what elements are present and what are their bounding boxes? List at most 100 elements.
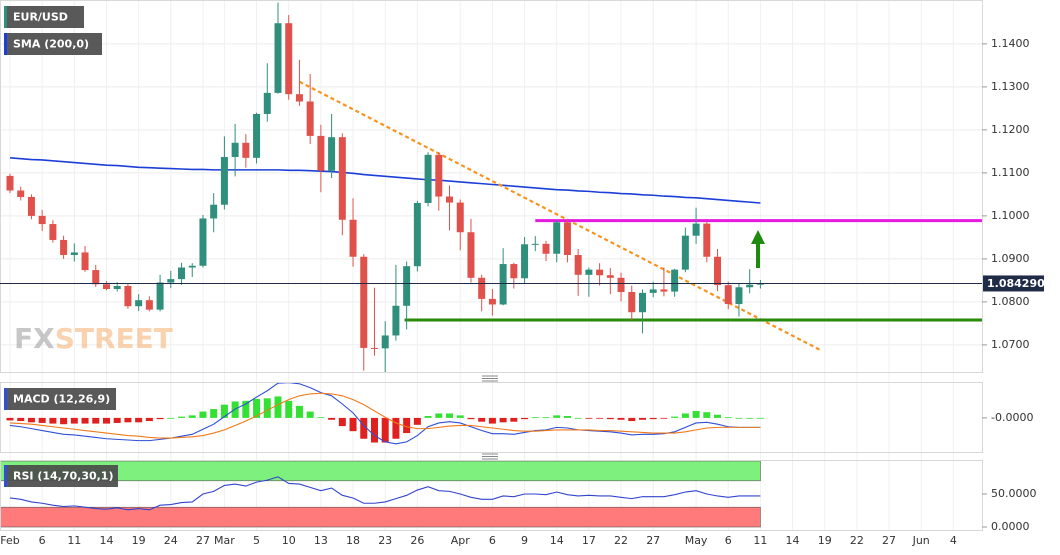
x-tick-label: 24 bbox=[164, 534, 178, 547]
x-tick-label: 22 bbox=[614, 534, 628, 547]
candle-body bbox=[360, 256, 368, 348]
histogram-bar bbox=[488, 417, 496, 424]
histogram-bar bbox=[145, 417, 153, 422]
x-tick-label: 5 bbox=[253, 534, 260, 547]
histogram-bar bbox=[628, 417, 636, 422]
y-tick-label: 1.1200 bbox=[991, 123, 1030, 136]
candle-body bbox=[649, 289, 657, 293]
x-tick-label: 13 bbox=[314, 534, 328, 547]
candle-body bbox=[531, 243, 539, 245]
candle-body bbox=[681, 235, 689, 270]
rsi-pane-border bbox=[0, 460, 983, 531]
x-tick-label: 14 bbox=[99, 534, 113, 547]
x-tick-label: Jun bbox=[912, 534, 930, 547]
histogram-bar bbox=[617, 417, 625, 420]
candle-body bbox=[49, 224, 57, 240]
histogram-bar bbox=[167, 417, 175, 419]
x-tick-label: 14 bbox=[786, 534, 800, 547]
candle-body bbox=[403, 266, 411, 306]
histogram-bar bbox=[574, 417, 582, 419]
histogram-bar bbox=[521, 417, 529, 420]
candle-body bbox=[435, 154, 443, 197]
histogram-bar bbox=[381, 417, 389, 443]
y-tick-label: 1.0800 bbox=[991, 295, 1030, 308]
candle-body bbox=[242, 142, 250, 158]
candle-body bbox=[253, 113, 261, 158]
sma-tag-box bbox=[4, 33, 102, 55]
symbol-tag-box bbox=[4, 6, 84, 28]
x-tick-label: 10 bbox=[282, 534, 296, 547]
histogram-bar bbox=[124, 417, 132, 423]
histogram-bar bbox=[692, 410, 700, 418]
x-tick-label: 19 bbox=[818, 534, 832, 547]
candle-body bbox=[488, 298, 496, 305]
x-tick-label: 6 bbox=[39, 534, 46, 547]
histogram-bar bbox=[70, 417, 78, 424]
histogram-bar bbox=[210, 409, 218, 418]
candle-body bbox=[135, 300, 143, 307]
candle-body bbox=[231, 142, 239, 157]
histogram-bar bbox=[113, 417, 121, 423]
histogram-bar bbox=[295, 405, 303, 418]
candle-body bbox=[628, 292, 636, 313]
up-arrow bbox=[751, 230, 765, 268]
histogram-bar bbox=[49, 417, 57, 424]
candle-body bbox=[210, 204, 218, 219]
candle-body bbox=[542, 243, 550, 254]
x-tick-label: 17 bbox=[582, 534, 596, 547]
watermark-part: STREET bbox=[55, 322, 173, 355]
histogram-bar bbox=[649, 417, 657, 420]
candle-body bbox=[381, 335, 389, 349]
histogram-bar bbox=[392, 417, 400, 439]
histogram-bar bbox=[349, 417, 357, 432]
histogram-bar bbox=[435, 413, 443, 418]
candle-body bbox=[724, 285, 732, 305]
candle-body bbox=[274, 23, 282, 93]
candle-body bbox=[456, 202, 464, 233]
histogram-bar bbox=[60, 417, 68, 425]
candle-body bbox=[735, 287, 743, 305]
y-tick-label: 1.0900 bbox=[991, 252, 1030, 265]
candle-body bbox=[446, 196, 454, 203]
histogram-bar bbox=[499, 417, 507, 423]
x-tick-label: May bbox=[685, 534, 708, 547]
x-tick-label: 18 bbox=[346, 534, 360, 547]
x-tick-label: 27 bbox=[882, 534, 896, 547]
candle-body bbox=[756, 283, 764, 285]
rsi-tag-label: RSI (14,70,30,1) bbox=[13, 470, 113, 483]
macd-tag-box bbox=[4, 388, 116, 410]
candle-body bbox=[606, 275, 614, 278]
x-tick-label: 6 bbox=[489, 534, 496, 547]
sma-line bbox=[9, 157, 761, 204]
candle-body bbox=[370, 347, 378, 349]
histogram-bar bbox=[317, 417, 325, 419]
histogram-bar bbox=[703, 412, 711, 418]
histogram-bar bbox=[370, 417, 378, 443]
x-tick-label: Mar bbox=[214, 534, 235, 547]
histogram-bar bbox=[188, 415, 196, 418]
candle-body bbox=[563, 222, 571, 256]
watermark: FXSTREET bbox=[14, 322, 173, 355]
histogram-bar bbox=[242, 400, 250, 418]
candle-body bbox=[102, 284, 110, 289]
histogram-bar bbox=[756, 417, 764, 419]
candle-body bbox=[596, 269, 604, 276]
histogram-bar bbox=[199, 411, 207, 418]
sma-tag-strip bbox=[4, 33, 7, 55]
candle-body bbox=[199, 218, 207, 266]
overlay-layer: Feb 6 11 14 19 24 27 Mar 5 10 13 18 23 26 Apr 6 9 14 17 22 2… bbox=[0, 0, 1045, 547]
candle-body bbox=[220, 156, 228, 205]
candle-body bbox=[746, 284, 754, 288]
histogram-bar bbox=[102, 417, 110, 424]
histogram-bar bbox=[338, 417, 346, 427]
histogram-bar bbox=[660, 417, 668, 419]
histogram-bar bbox=[585, 417, 593, 419]
y-tick-label: -0.0000 bbox=[991, 411, 1033, 424]
candle-body bbox=[81, 252, 89, 271]
x-tick-label: 4 bbox=[950, 534, 957, 547]
y-tick-label: 1.1300 bbox=[991, 80, 1030, 93]
candle-body bbox=[317, 135, 325, 171]
candle-body bbox=[617, 277, 625, 293]
histogram-bar bbox=[724, 417, 732, 419]
